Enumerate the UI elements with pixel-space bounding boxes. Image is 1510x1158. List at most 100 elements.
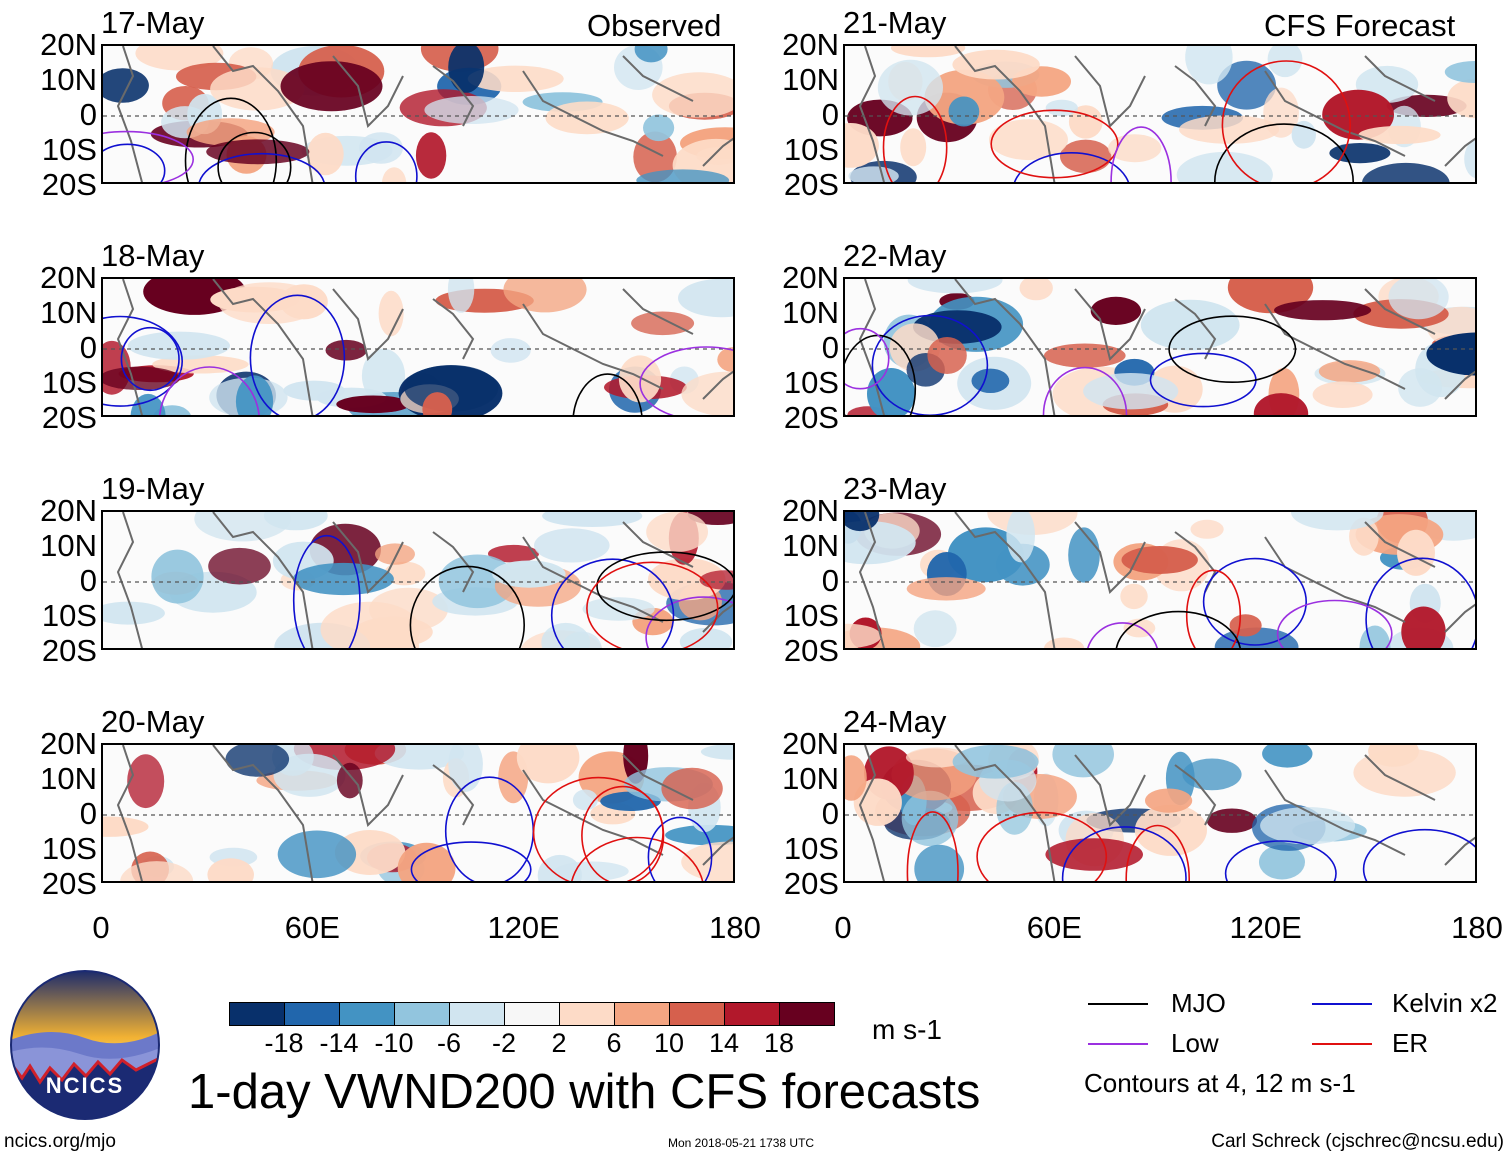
latitude-label: 20N (40, 260, 97, 295)
latitude-label: 20S (41, 400, 97, 435)
wind-anomaly-blob (325, 339, 367, 361)
panel-date: 20-May (101, 704, 205, 739)
wind-anomaly-blob (1185, 46, 1233, 85)
coastline (1444, 836, 1475, 866)
latitude-label: 0 (79, 97, 97, 132)
ncics-logo: NCICS (10, 970, 160, 1120)
legend-kelvin-line (1312, 1003, 1372, 1005)
wind-anomaly-blob (534, 528, 610, 563)
wind-anomaly-blob (359, 132, 403, 164)
longitude-label: 0 (92, 910, 110, 945)
wind-anomaly-blob (1322, 89, 1394, 140)
coastline (622, 754, 694, 801)
latitude-label: 10S (783, 831, 839, 866)
wind-field-map (845, 46, 1475, 182)
coastline (1264, 70, 1406, 157)
wind-anomaly-blob (1426, 332, 1475, 376)
coastline (522, 303, 664, 390)
latitude-label: 10S (41, 598, 97, 633)
coastline (522, 70, 664, 157)
longitude-label: 180 (709, 910, 761, 945)
coastline (702, 836, 733, 866)
wind-anomaly-blob (1312, 381, 1373, 408)
wind-anomaly-blob (447, 279, 475, 313)
wind-anomaly-blob (952, 49, 1040, 80)
wind-anomaly-blob (890, 46, 966, 58)
coastline (116, 745, 143, 881)
map-panel-17-May (101, 44, 735, 184)
coastline (432, 531, 475, 593)
map-panel-21-May (843, 44, 1477, 184)
latitude-label: 10S (783, 132, 839, 167)
wind-anomaly-blob (1464, 139, 1475, 179)
colorbar-tick-label: 10 (653, 1028, 685, 1058)
wind-anomaly-blob (378, 290, 404, 337)
coastline (1444, 370, 1475, 400)
wind-anomaly-blob (971, 368, 1010, 393)
latitude-label: 20S (783, 633, 839, 668)
longitude-label: 120E (1229, 910, 1302, 945)
wind-field-map (845, 279, 1475, 415)
latitude-label: 10N (782, 295, 839, 330)
legend-mjo-label: MJO (1171, 988, 1226, 1018)
contour-line (1013, 152, 1130, 182)
coastline (212, 46, 314, 182)
wind-anomaly-blob (1045, 838, 1143, 871)
wind-anomaly-blob (1447, 78, 1475, 119)
wind-anomaly-blob (634, 46, 668, 63)
latitude-label: 20S (41, 866, 97, 901)
wind-anomaly-blob (336, 762, 363, 799)
contour-line (292, 534, 361, 648)
wind-anomaly-blob (381, 167, 407, 182)
wind-anomaly-blob (361, 348, 406, 403)
contour-line (1110, 126, 1172, 182)
coastline (1444, 603, 1475, 633)
latitude-label: 20N (782, 260, 839, 295)
wind-anomaly-blob (845, 520, 916, 565)
wind-anomaly-blob (1362, 162, 1450, 182)
contour-line (103, 143, 166, 182)
contour-line (198, 152, 325, 182)
wind-anomaly-blob (900, 128, 927, 167)
contour-line (103, 130, 194, 182)
coastline (116, 512, 143, 648)
colorbar-units: m s-1 (872, 1014, 942, 1045)
latitude-label: 10S (41, 132, 97, 167)
wind-anomaly-blob (679, 627, 733, 648)
latitude-label: 0 (79, 330, 97, 365)
contour-line (882, 95, 948, 182)
wind-anomaly-blob (633, 131, 677, 182)
latitude-label: 10S (783, 598, 839, 633)
wind-anomaly-blob (277, 830, 357, 879)
coastline (432, 65, 475, 127)
wind-anomaly-blob (1259, 844, 1305, 880)
contour-line (1168, 315, 1297, 383)
map-panel-24-May (843, 743, 1477, 883)
contour-line (532, 776, 664, 881)
wind-anomaly-blob (1019, 279, 1053, 301)
contour-line (550, 558, 675, 648)
coastline (702, 370, 733, 400)
colorbar-swatch (724, 1002, 780, 1026)
figure-title: 1-day VWND200 with CFS forecasts (188, 1065, 981, 1119)
legend-er-label: ER (1392, 1028, 1429, 1058)
wind-anomaly-blob (545, 101, 629, 135)
wind-field-map (103, 279, 733, 415)
contour-line (586, 561, 719, 648)
wind-anomaly-blob (907, 279, 1003, 294)
longitude-label: 0 (834, 910, 852, 945)
panel-date: 17-May (101, 5, 205, 40)
contour-line (410, 841, 532, 881)
coastline (1074, 55, 1146, 128)
legend-low-label: Low (1171, 1028, 1219, 1058)
map-panel-18-May (101, 277, 735, 417)
contour-line (354, 141, 418, 182)
wind-anomaly-blob (1179, 115, 1280, 144)
latitude-label: 10N (782, 528, 839, 563)
coastline (1074, 288, 1146, 361)
contour-line (1125, 824, 1190, 881)
panel-date: 23-May (843, 471, 947, 506)
panel-date: 18-May (101, 238, 205, 273)
wind-anomaly-blob (652, 72, 733, 118)
wind-anomaly-blob (541, 622, 591, 648)
